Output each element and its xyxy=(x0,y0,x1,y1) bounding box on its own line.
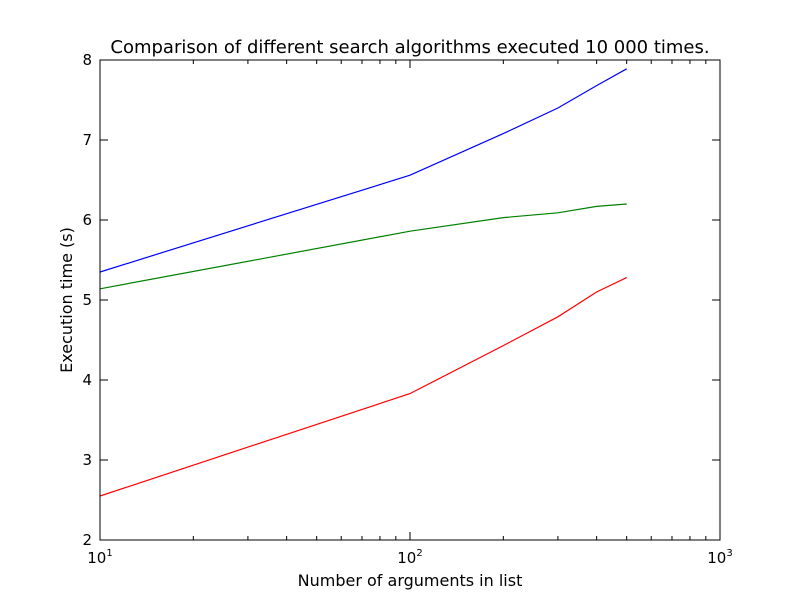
y-tick-label: 4 xyxy=(82,371,92,389)
x-tick-label: 101 xyxy=(87,548,112,567)
x-axis-label: Number of arguments in list xyxy=(298,571,523,590)
x-axis: 101 102 103 xyxy=(87,60,733,567)
x-tick-label-base: 10 xyxy=(397,549,416,567)
series-line-1 xyxy=(99,68,627,273)
series-line-3 xyxy=(99,277,627,497)
x-tick-label: 103 xyxy=(707,548,732,567)
series-line-2 xyxy=(99,203,627,290)
y-tick-label: 2 xyxy=(82,531,92,549)
x-tick-label-base: 10 xyxy=(707,549,726,567)
y-tick-label: 3 xyxy=(82,451,92,469)
y-tick-label: 8 xyxy=(82,51,92,69)
series-layer xyxy=(99,68,627,497)
y-tick-label: 5 xyxy=(82,291,92,309)
x-tick-label: 102 xyxy=(397,548,422,567)
y-axis: 2 3 4 5 6 7 8 xyxy=(82,51,720,549)
x-tick-label-exponent: 2 xyxy=(416,548,422,559)
y-axis-label: Execution time (s) xyxy=(57,227,76,373)
chart-title: Comparison of different search algorithm… xyxy=(110,37,709,58)
x-tick-label-base: 10 xyxy=(87,549,106,567)
y-tick-label: 7 xyxy=(82,131,92,149)
x-tick-label-exponent: 1 xyxy=(106,548,112,559)
y-tick-label: 6 xyxy=(82,211,92,229)
x-tick-label-exponent: 3 xyxy=(726,548,732,559)
